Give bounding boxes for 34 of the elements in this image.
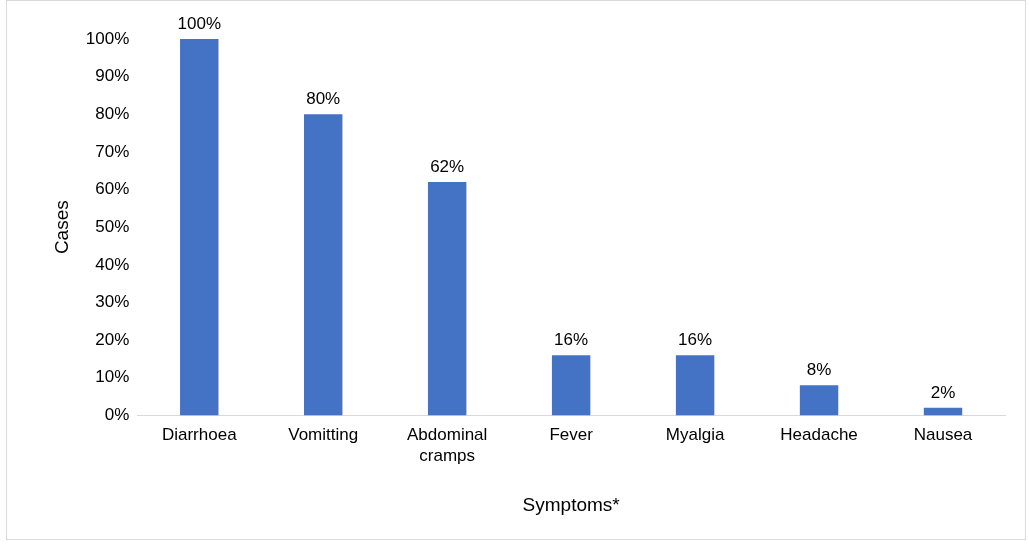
y-tick-label: 40% [95,254,130,274]
y-tick-label: 80% [95,103,130,123]
y-tick-label: 100% [85,28,130,48]
bar [799,385,839,416]
y-tick-label: 10% [95,367,130,387]
bar [427,182,467,416]
x-tick-label: Nausea [913,425,973,445]
y-tick-label: 70% [95,141,130,161]
data-label: 16% [678,330,713,350]
y-tick-label: 60% [95,179,130,199]
y-tick-label: 50% [95,216,130,236]
data-label: 8% [806,360,832,380]
x-axis-title: Symptoms* [522,493,621,515]
x-tick-label: Headache [780,425,858,445]
bar [923,407,963,416]
x-tick-label: Vomitting [288,425,359,445]
y-axis-title: Cases [50,200,72,255]
y-tick-label: 0% [104,405,130,425]
x-tick-label: Fever [549,425,594,445]
x-tick-label: Myalgia [665,425,725,445]
data-label: 16% [554,330,589,350]
bar [180,39,219,416]
bar [304,114,343,416]
y-tick-label: 20% [95,329,130,349]
y-tick-label: 30% [95,292,130,312]
bar [675,355,715,416]
data-label: 80% [306,89,341,109]
x-tick-label: Diarrhoea [161,425,238,445]
x-tick-label: Abdominal cramps [407,425,488,465]
data-label: 2% [930,383,956,403]
data-label: 62% [430,157,465,177]
bar [551,355,591,416]
data-label: 100% [177,14,221,34]
y-tick-label: 90% [95,66,130,86]
